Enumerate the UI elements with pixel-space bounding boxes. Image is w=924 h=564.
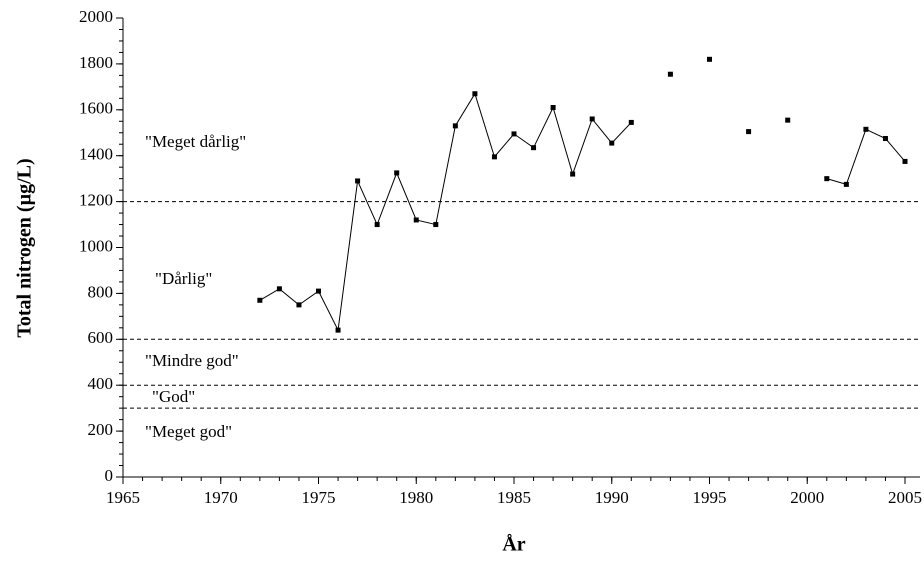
annotation: "Dårlig" xyxy=(155,269,212,288)
point xyxy=(413,217,419,223)
point xyxy=(296,302,302,308)
point xyxy=(628,119,634,125)
x-tick-label: 2000 xyxy=(790,488,824,507)
y-axis-title: Total nitrogen (µg/L) xyxy=(14,158,36,337)
annotation: "Meget god" xyxy=(145,422,232,441)
x-tick-label: 1975 xyxy=(302,488,336,507)
x-tick-label: 1970 xyxy=(204,488,238,507)
y-tick-label: 1800 xyxy=(79,53,113,72)
point xyxy=(589,116,595,122)
annotation: "God" xyxy=(152,387,195,406)
point xyxy=(882,135,888,141)
point xyxy=(609,140,615,146)
y-tick-label: 1600 xyxy=(79,99,113,118)
y-tick-label: 600 xyxy=(88,328,114,347)
y-tick-label: 800 xyxy=(88,282,114,301)
x-axis-title: År xyxy=(502,533,525,556)
y-tick-label: 1000 xyxy=(79,236,113,255)
x-tick-label: 2005 xyxy=(888,488,922,507)
point xyxy=(570,171,576,177)
x-tick-label: 1990 xyxy=(595,488,629,507)
point xyxy=(863,126,869,132)
point xyxy=(394,170,400,176)
point xyxy=(667,71,673,77)
x-tick-label: 1980 xyxy=(399,488,433,507)
x-tick-label: 1985 xyxy=(497,488,531,507)
y-tick-label: 1200 xyxy=(79,191,113,210)
point xyxy=(316,288,321,294)
y-tick-label: 2000 xyxy=(79,7,113,26)
point xyxy=(550,105,556,111)
point xyxy=(355,178,361,184)
point xyxy=(433,222,439,228)
point xyxy=(824,176,830,182)
point xyxy=(843,181,849,187)
y-tick-label: 200 xyxy=(88,420,114,439)
x-tick-label: 1965 xyxy=(106,488,140,507)
point xyxy=(374,222,380,228)
point xyxy=(335,327,341,333)
point xyxy=(707,56,712,62)
point xyxy=(785,117,791,123)
annotation: "Mindre god" xyxy=(145,351,239,370)
series-line xyxy=(259,92,906,332)
point xyxy=(511,131,517,137)
point xyxy=(491,154,497,160)
annotation: "Meget dårlig" xyxy=(145,132,246,151)
point xyxy=(276,286,282,292)
point xyxy=(452,123,458,129)
y-tick-label: 400 xyxy=(88,374,114,393)
point xyxy=(531,145,537,151)
point xyxy=(902,158,908,164)
point xyxy=(257,297,263,303)
y-tick-label: 1400 xyxy=(79,145,113,164)
x-tick-label: 1995 xyxy=(693,488,727,507)
point xyxy=(746,129,752,135)
y-tick-label: 0 xyxy=(105,466,114,485)
point xyxy=(472,91,478,97)
